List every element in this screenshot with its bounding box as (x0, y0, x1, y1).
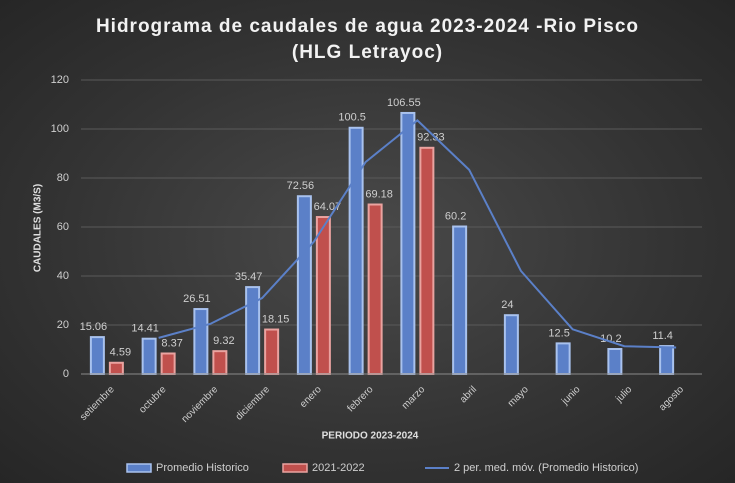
bar (348, 126, 364, 376)
x-tick-label: octubre (137, 384, 169, 416)
data-label: 106.55 (387, 97, 421, 109)
legend-label: Promedio Historico (156, 462, 249, 474)
y-tick-label: 40 (57, 270, 69, 282)
bar (555, 342, 571, 375)
data-label: 12.5 (548, 327, 569, 339)
bar (108, 361, 124, 375)
y-tick-label: 120 (51, 74, 69, 86)
data-label: 10.2 (600, 333, 621, 345)
bar (89, 336, 105, 375)
data-label: 4.59 (110, 347, 131, 359)
chart-title: Hidrograma de caudales de agua 2023-2024… (95, 16, 640, 63)
x-tick-label: enero (298, 384, 324, 410)
legend-label: 2021-2022 (312, 462, 365, 474)
y-tick-label: 80 (57, 172, 69, 184)
bar (193, 308, 209, 376)
data-label: 18.15 (262, 313, 290, 325)
bar (659, 345, 675, 376)
data-label: 8.37 (161, 337, 182, 349)
x-tick-label: febrero (345, 384, 375, 414)
x-tick-label: diciembre (234, 384, 273, 423)
y-tick-label: 60 (57, 221, 69, 233)
moving-average-line (158, 119, 677, 349)
x-tick-label: julio (613, 384, 634, 405)
bar (607, 348, 623, 376)
data-label: 69.18 (365, 188, 393, 200)
data-label: 11.4 (652, 330, 673, 342)
x-tick-label: noviembre (180, 384, 221, 425)
bar (503, 314, 519, 376)
bar (400, 111, 416, 375)
legend-swatch (126, 463, 152, 473)
y-axis-label: CAUDALES (M3/S) (33, 184, 44, 272)
data-label: 60.2 (445, 210, 466, 222)
x-tick-label: abril (458, 384, 479, 405)
bar (296, 195, 312, 375)
data-label: 14.41 (131, 323, 159, 335)
bar (212, 350, 228, 375)
legend-label: 2 per. med. móv. (Promedio Historico) (454, 462, 638, 474)
x-tick-label: mayo (506, 384, 531, 409)
legend-swatch (282, 463, 308, 473)
data-label: 35.47 (235, 271, 263, 283)
x-tick-label: agosto (657, 384, 686, 413)
data-label: 24 (501, 299, 513, 311)
bar (367, 203, 383, 375)
bar (452, 225, 468, 375)
data-label: 72.56 (287, 180, 315, 192)
bar (315, 216, 331, 375)
x-axis-label: PERIODO 2023-2024 (322, 431, 419, 442)
data-label: 26.51 (183, 293, 211, 305)
bar (264, 328, 280, 375)
bar (160, 352, 176, 375)
data-label: 15.06 (80, 321, 108, 333)
y-tick-label: 0 (63, 368, 69, 380)
bar (419, 146, 435, 375)
data-label: 100.5 (338, 112, 366, 124)
bar (141, 337, 157, 375)
x-tick-label: marzo (400, 384, 428, 412)
data-label: 9.32 (213, 335, 234, 347)
x-tick-label: junio (559, 384, 583, 408)
x-tick-label: setiembre (78, 384, 117, 423)
y-tick-label: 100 (51, 123, 69, 135)
y-tick-label: 20 (57, 319, 69, 331)
